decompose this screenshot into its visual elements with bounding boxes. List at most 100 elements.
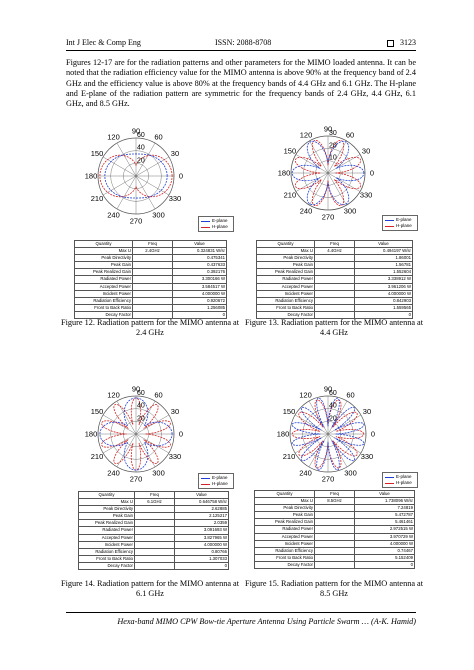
- value-cell: 3.961206 W: [354, 282, 413, 291]
- value-cell: 0: [354, 310, 413, 320]
- table-row: Decay Factor 0: [254, 560, 415, 570]
- value-cell: 0: [174, 561, 229, 571]
- quantity-cell: Peak Directivity: [78, 505, 135, 514]
- table-row: Radiation Efficiency 0.920672: [74, 296, 227, 305]
- angle-label-270: 270: [130, 217, 143, 226]
- table-row: Radiation Efficiency 0.842903: [256, 296, 413, 305]
- freq-cell: 4.4GHz: [314, 247, 355, 256]
- angle-label-240: 240: [299, 468, 312, 477]
- table-row: Radiated Power 3.338912 W: [256, 275, 413, 284]
- angle-label-270: 270: [322, 475, 335, 484]
- quantity-cell: Peak Directivity: [256, 254, 315, 263]
- e-plane-trace: [291, 140, 365, 206]
- value-cell: 3.338912 W: [354, 275, 413, 284]
- legend: E-plane H-plane: [382, 215, 418, 231]
- table-row: Incident Power 4.000000 W: [78, 540, 229, 549]
- angle-label-180: 180: [278, 169, 291, 178]
- angle-label-210: 210: [284, 191, 297, 200]
- value-cell: 0: [354, 560, 415, 570]
- polar-grid: [97, 395, 175, 473]
- value-cell: 5.461461: [354, 518, 415, 527]
- angle-label-90: 90: [132, 385, 140, 394]
- quantity-cell: Front to Back Ratio: [256, 303, 315, 312]
- angle-label-90: 90: [132, 127, 140, 136]
- legend-label: H-plane: [396, 223, 412, 228]
- value-cell: 0.475341: [172, 254, 227, 263]
- freq-cell: [132, 254, 173, 263]
- value-cell: 3.827965 W: [174, 533, 229, 542]
- angle-label-90: 90: [324, 125, 332, 134]
- quantity-cell: Peak Gain: [78, 512, 135, 521]
- quantity-cell: Peak Realized Gain: [254, 518, 315, 527]
- freq-cell: [134, 554, 175, 563]
- figure-15: 90 60 30 0 330 300 270 240 210 180 150 1…: [245, 385, 423, 605]
- radial-label-inner: 20: [137, 157, 145, 164]
- freq-cell: [134, 547, 175, 556]
- angle-label-210: 210: [91, 452, 104, 461]
- figure-caption: Figure 14. Radiation pattern for the MIM…: [60, 579, 239, 599]
- quantity-cell: Incident Power: [254, 539, 315, 548]
- parameter-table: Quantity Freq Value Max U 4.4GHz 0.494197 W/s…: [256, 239, 413, 320]
- freq-cell: [134, 533, 175, 542]
- table-row: Front to Back Ratio 5.152409: [254, 553, 415, 562]
- freq-cell: [314, 296, 355, 305]
- angle-label-120: 120: [107, 391, 120, 400]
- value-cell: 0.392176: [172, 268, 227, 277]
- angle-label-90: 90: [324, 385, 332, 394]
- value-cell: 1.86001: [354, 254, 413, 263]
- value-cell: 5.472787: [354, 511, 415, 520]
- angle-label-30: 30: [171, 407, 179, 416]
- value-cell: 0.842903: [354, 296, 413, 305]
- col-header-quantity: Quantity: [256, 239, 315, 249]
- freq-cell: [314, 518, 355, 527]
- angle-label-0: 0: [370, 169, 374, 178]
- figure-12: 90 60 30 0 330 300 270 240 210 180 150 1…: [61, 127, 239, 468]
- freq-cell: 2.4GHz: [132, 247, 173, 256]
- quantity-cell: Radiated Power: [78, 526, 135, 535]
- freq-cell: [314, 532, 355, 541]
- parameter-table: Quantity Freq Value Max U 6.1GHz 0.646758 W/s…: [78, 490, 229, 571]
- grid-spoke: [295, 154, 361, 192]
- page-number: 3123: [400, 38, 416, 47]
- radial-label-middle: 40: [137, 403, 145, 410]
- angle-label-150: 150: [283, 407, 296, 416]
- quantity-cell: Max U: [78, 498, 135, 507]
- col-header-quantity: Quantity: [74, 239, 133, 249]
- table-row: Radiation Efficiency 0.74467: [254, 546, 415, 555]
- value-cell: 4.000000 W: [174, 540, 229, 549]
- table-row: Peak Directivity 1.86001: [256, 254, 413, 263]
- quantity-cell: Radiated Power: [256, 275, 315, 284]
- radial-label-inner: 20: [137, 415, 145, 422]
- parameter-table: Quantity Freq Value Max U 8.5GHz 1.738096 W/s…: [254, 489, 415, 570]
- freq-cell: [132, 261, 173, 270]
- freq-cell: [314, 289, 355, 298]
- quantity-cell: Peak Gain: [254, 511, 315, 520]
- table-header-row: Quantity Freq Value: [74, 239, 227, 249]
- value-cell: 1.56781: [354, 261, 413, 270]
- header-rule: [66, 50, 416, 51]
- running-footer: Hexa-band MIMO CPW Bow-tie Aperture Ante…: [117, 617, 416, 626]
- angle-label-60: 60: [154, 133, 162, 142]
- polar-svg-fig14: 90 60 30 0 330 300 270 240 210 180 150 1…: [85, 385, 183, 484]
- e-plane-swatch: [201, 478, 210, 479]
- table-row: Incident Power 4.000000 W: [256, 289, 413, 298]
- freq-cell: [132, 282, 173, 291]
- angle-label-330: 330: [169, 452, 182, 461]
- freq-cell: [314, 275, 355, 284]
- col-header-value: Value: [172, 239, 227, 249]
- col-header-freq: Freq: [314, 239, 355, 249]
- freq-cell: [134, 561, 175, 571]
- freq-cell: [132, 275, 173, 284]
- table-row: Peak Gain 0.437633: [74, 261, 227, 270]
- quantity-cell: Radiated Power: [254, 525, 315, 534]
- table-header-row: Quantity Freq Value: [254, 489, 415, 499]
- angle-label-150: 150: [91, 149, 104, 158]
- quantity-cell: Radiated Power: [74, 275, 133, 284]
- angle-label-120: 120: [107, 133, 120, 142]
- table-row: Peak Realized Gain 1.552604: [256, 268, 413, 277]
- freq-cell: [134, 505, 175, 514]
- quantity-cell: Max U: [256, 247, 315, 256]
- angle-label-0: 0: [179, 172, 183, 181]
- value-cell: 1.559565: [354, 303, 413, 312]
- radial-label-inner: 20: [329, 415, 337, 422]
